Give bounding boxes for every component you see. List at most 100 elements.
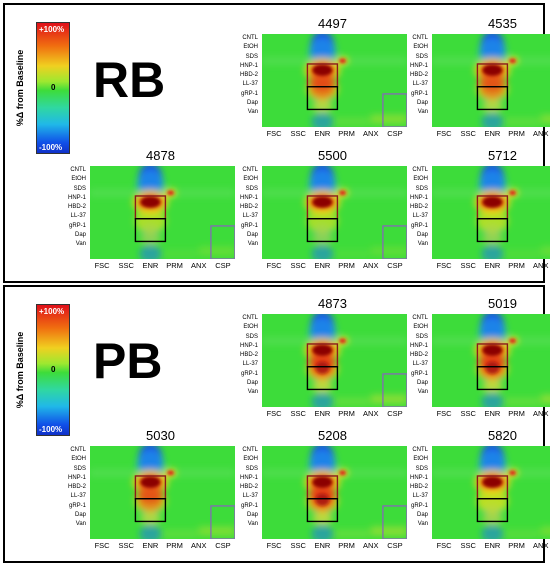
row-label: CNTL [242, 447, 258, 453]
row-label: SDS [245, 53, 258, 60]
row-label: SDS [415, 53, 428, 60]
heatmap-plot [262, 162, 408, 264]
colorbar-top-label: +100% [39, 25, 65, 34]
column-label: PRM [508, 129, 525, 138]
row-label: HBD-2 [239, 204, 258, 211]
row-label: LL-37 [242, 213, 258, 220]
row-label: gRP-1 [240, 502, 258, 509]
heatmap-panel: 4497 CNTL EtOH SDS HNP-1 HBD-2 LL-37 gRP-1 Dap Va… [222, 16, 409, 141]
row-label: gRP-1 [240, 222, 258, 229]
heatmap-plot [262, 442, 408, 544]
column-label: ANX [363, 261, 379, 270]
heatmap-row-labels: CNTL EtOH SDS HNP-1 HBD-2 LL-37 gRP-1 Dap Van [222, 166, 258, 250]
heatmap-row-labels: CNTL EtOH SDS HNP-1 HBD-2 LL-37 gRP-1 Dap Van [222, 34, 258, 118]
column-label: SSC [290, 409, 306, 418]
row-label: CNTL [412, 447, 428, 453]
column-label: FSC [94, 541, 110, 550]
heatmap-row-labels: CNTL EtOH SDS HNP-1 HBD-2 LL-37 gRP-1 Dap Van [222, 446, 258, 530]
row-label: EtOH [243, 456, 258, 463]
row-label: Dap [246, 380, 258, 387]
heatmap-title: 4497 [318, 16, 347, 31]
column-label: PRM [508, 541, 525, 550]
heatmap-title: 4873 [318, 296, 347, 311]
ll37-box [306, 86, 339, 111]
column-label: FSC [436, 261, 452, 270]
column-label: FSC [266, 541, 282, 550]
colorbar-gradient [36, 304, 70, 436]
row-label: LL-37 [412, 81, 428, 88]
heatmap-row-labels: CNTL EtOH SDS HNP-1 HBD-2 LL-37 gRP-1 Dap Van [392, 314, 428, 398]
row-label: Van [247, 109, 258, 116]
row-label: Van [247, 521, 258, 528]
column-label: SSC [118, 261, 134, 270]
heatmap-plot [90, 162, 236, 264]
row-label: Van [417, 109, 428, 116]
column-label: SSC [118, 541, 134, 550]
column-label: PRM [508, 261, 525, 270]
column-label: ENR [314, 129, 331, 138]
panel-pb-frame [3, 285, 545, 563]
column-label: FSC [94, 261, 110, 270]
heatmap-plot [432, 310, 550, 412]
column-label: ANX [533, 409, 549, 418]
row-label: EtOH [413, 456, 428, 463]
row-label: HBD-2 [239, 352, 258, 359]
column-label: ANX [363, 541, 379, 550]
column-label: ENR [314, 261, 331, 270]
column-label: SSC [290, 261, 306, 270]
heatmap-panel: 5019 CNTL EtOH SDS HNP-1 HBD-2 LL-37 gRP-1 Dap Va… [392, 296, 550, 421]
row-label: CNTL [70, 167, 86, 173]
row-label: SDS [245, 185, 258, 192]
column-label: CSP [387, 129, 403, 138]
row-label: EtOH [413, 44, 428, 51]
heatmap-row-labels: CNTL EtOH SDS HNP-1 HBD-2 LL-37 gRP-1 Dap Van [392, 34, 428, 118]
row-label: HBD-2 [409, 204, 428, 211]
column-label: CSP [387, 541, 403, 550]
row-label: EtOH [413, 176, 428, 183]
row-label: Van [417, 241, 428, 248]
column-label: FSC [266, 409, 282, 418]
column-label: PRM [508, 409, 525, 418]
column-label: ANX [533, 541, 549, 550]
row-label: LL-37 [242, 81, 258, 88]
row-label: EtOH [71, 456, 86, 463]
heatmap-panel: 4873 CNTL EtOH SDS HNP-1 HBD-2 LL-37 gRP-1 Dap Va… [224, 296, 409, 421]
colorbar-bottom-label: -100% [39, 143, 63, 152]
heatmap-plot [432, 162, 550, 264]
row-label: gRP-1 [410, 222, 428, 229]
row-label: CNTL [70, 447, 86, 453]
row-label: Dap [416, 232, 428, 239]
ll37-box [134, 498, 167, 523]
heatmap-plot [90, 442, 236, 544]
heatmap-panel: 5712 CNTL EtOH SDS HNP-1 HBD-2 LL-37 gRP-1 Dap Va… [394, 148, 550, 273]
heatmap-plot [432, 442, 550, 544]
column-label: SSC [460, 261, 476, 270]
row-label: HNP-1 [67, 474, 86, 481]
row-label: LL-37 [412, 493, 428, 500]
column-label: ANX [191, 541, 207, 550]
column-label: CSP [215, 261, 231, 270]
row-label: Dap [416, 380, 428, 387]
colorbar-mid-label: 0 [51, 83, 56, 92]
row-label: SDS [415, 333, 428, 340]
column-label: PRM [338, 409, 355, 418]
heatmap-title: 5208 [318, 428, 347, 443]
row-label: gRP-1 [240, 90, 258, 97]
row-label: EtOH [413, 324, 428, 331]
row-label: HNP-1 [239, 474, 258, 481]
heatmap-title: 5500 [318, 148, 347, 163]
row-label: HNP-1 [409, 62, 428, 69]
row-label: Van [247, 241, 258, 248]
row-label: SDS [415, 185, 428, 192]
row-label: LL-37 [242, 361, 258, 368]
row-label: gRP-1 [68, 502, 86, 509]
row-label: HNP-1 [409, 474, 428, 481]
column-label: SSC [460, 129, 476, 138]
heatmap-row-labels: CNTL EtOH SDS HNP-1 HBD-2 LL-37 gRP-1 Dap Van [392, 446, 428, 530]
row-label: HNP-1 [239, 62, 258, 69]
heatmap-title: 4878 [146, 148, 175, 163]
